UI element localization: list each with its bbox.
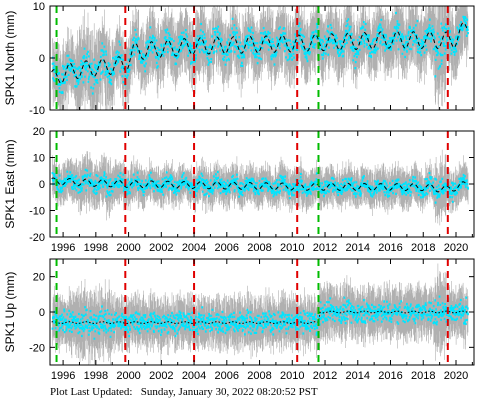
up-x-tick-label: 2008 (247, 370, 271, 382)
north-error-bars (52, 6, 469, 110)
panel-up: 1996 1998 2000 2002 2004 2006 2008 2010 2012 2014… (3, 258, 475, 382)
east-y-tick-label: -20 (29, 232, 45, 244)
up-x-tick-label: 1998 (84, 370, 108, 382)
panel-north: -10 0 10 SPK1 North (mm) (3, 1, 475, 117)
up-y-tick-label: -20 (29, 342, 45, 354)
up-marker-layer (55, 259, 449, 365)
east-x-tick-label: 2018 (411, 242, 435, 254)
north-y-tick-label: 10 (33, 1, 45, 13)
east-x-tick-label: 2006 (215, 242, 239, 254)
north-axis-layer: -10 0 10 (29, 1, 475, 117)
up-x-tick-label: 2018 (411, 370, 435, 382)
north-observations (51, 6, 469, 95)
east-model-curve (51, 177, 468, 193)
east-y-tick-label: 0 (39, 179, 45, 191)
plot-footer: Plot Last Updated: Sunday, January 30, 2… (50, 386, 318, 398)
up-x-tick-label: 2006 (215, 370, 239, 382)
east-marker-layer (55, 131, 449, 237)
east-y-axis-label: SPK1 East (mm) (3, 139, 17, 228)
footer-timestamp: Sunday, January 30, 2022 08:20:52 PST (140, 386, 318, 398)
east-x-tick-label: 2020 (444, 242, 468, 254)
north-y-axis-label: SPK1 North (mm) (3, 11, 17, 106)
north-y-tick-label: 0 (39, 53, 45, 65)
up-y-tick-label: 0 (39, 307, 45, 319)
east-x-tick-label: 2008 (247, 242, 271, 254)
up-error-bars (52, 263, 469, 365)
up-x-tick-label: 2004 (182, 370, 206, 382)
east-x-tick-label: 2016 (378, 242, 402, 254)
east-x-tick-label: 1996 (51, 242, 75, 254)
footer-label: Plot Last Updated: (50, 386, 133, 398)
east-y-tick-label: -10 (29, 206, 45, 218)
up-x-tick-label: 2014 (346, 370, 370, 382)
north-model-curve (51, 22, 468, 84)
east-y-tick-label: 10 (33, 153, 45, 165)
east-x-tick-label: 1998 (84, 242, 108, 254)
east-axis-layer: 1996 1998 2000 2002 2004 2006 2008 2010 2012 2014… (29, 126, 475, 254)
east-data-layer (51, 149, 469, 226)
up-x-tick-label: 1996 (51, 370, 75, 382)
up-x-tick-label: 2020 (444, 370, 468, 382)
north-marker-layer (55, 6, 449, 110)
east-x-tick-label: 2010 (280, 242, 304, 254)
up-x-tick-label: 2002 (149, 370, 173, 382)
up-x-tick-label: 2012 (313, 370, 337, 382)
east-x-tick-label: 2014 (346, 242, 370, 254)
north-data-layer (51, 6, 469, 110)
up-x-tick-label: 2000 (116, 370, 140, 382)
east-x-tick-label: 2004 (182, 242, 206, 254)
up-x-tick-label: 2016 (378, 370, 402, 382)
up-observations (51, 295, 469, 340)
east-y-tick-label: 20 (33, 126, 45, 138)
north-y-tick-label: -10 (29, 105, 45, 117)
up-x-tick-label: 2010 (280, 370, 304, 382)
up-data-layer (51, 263, 469, 365)
up-y-axis-label: SPK1 Up (mm) (3, 272, 17, 353)
east-x-tick-label: 2002 (149, 242, 173, 254)
up-axis-layer: 1996 1998 2000 2002 2004 2006 2008 2010 2012 2014… (29, 258, 475, 382)
east-x-tick-label: 2000 (116, 242, 140, 254)
panel-east: 1996 1998 2000 2002 2004 2006 2008 2010 2012 2014… (3, 126, 475, 254)
up-model-curve (51, 310, 468, 325)
up-y-tick-label: 20 (33, 272, 45, 284)
east-x-tick-label: 2012 (313, 242, 337, 254)
